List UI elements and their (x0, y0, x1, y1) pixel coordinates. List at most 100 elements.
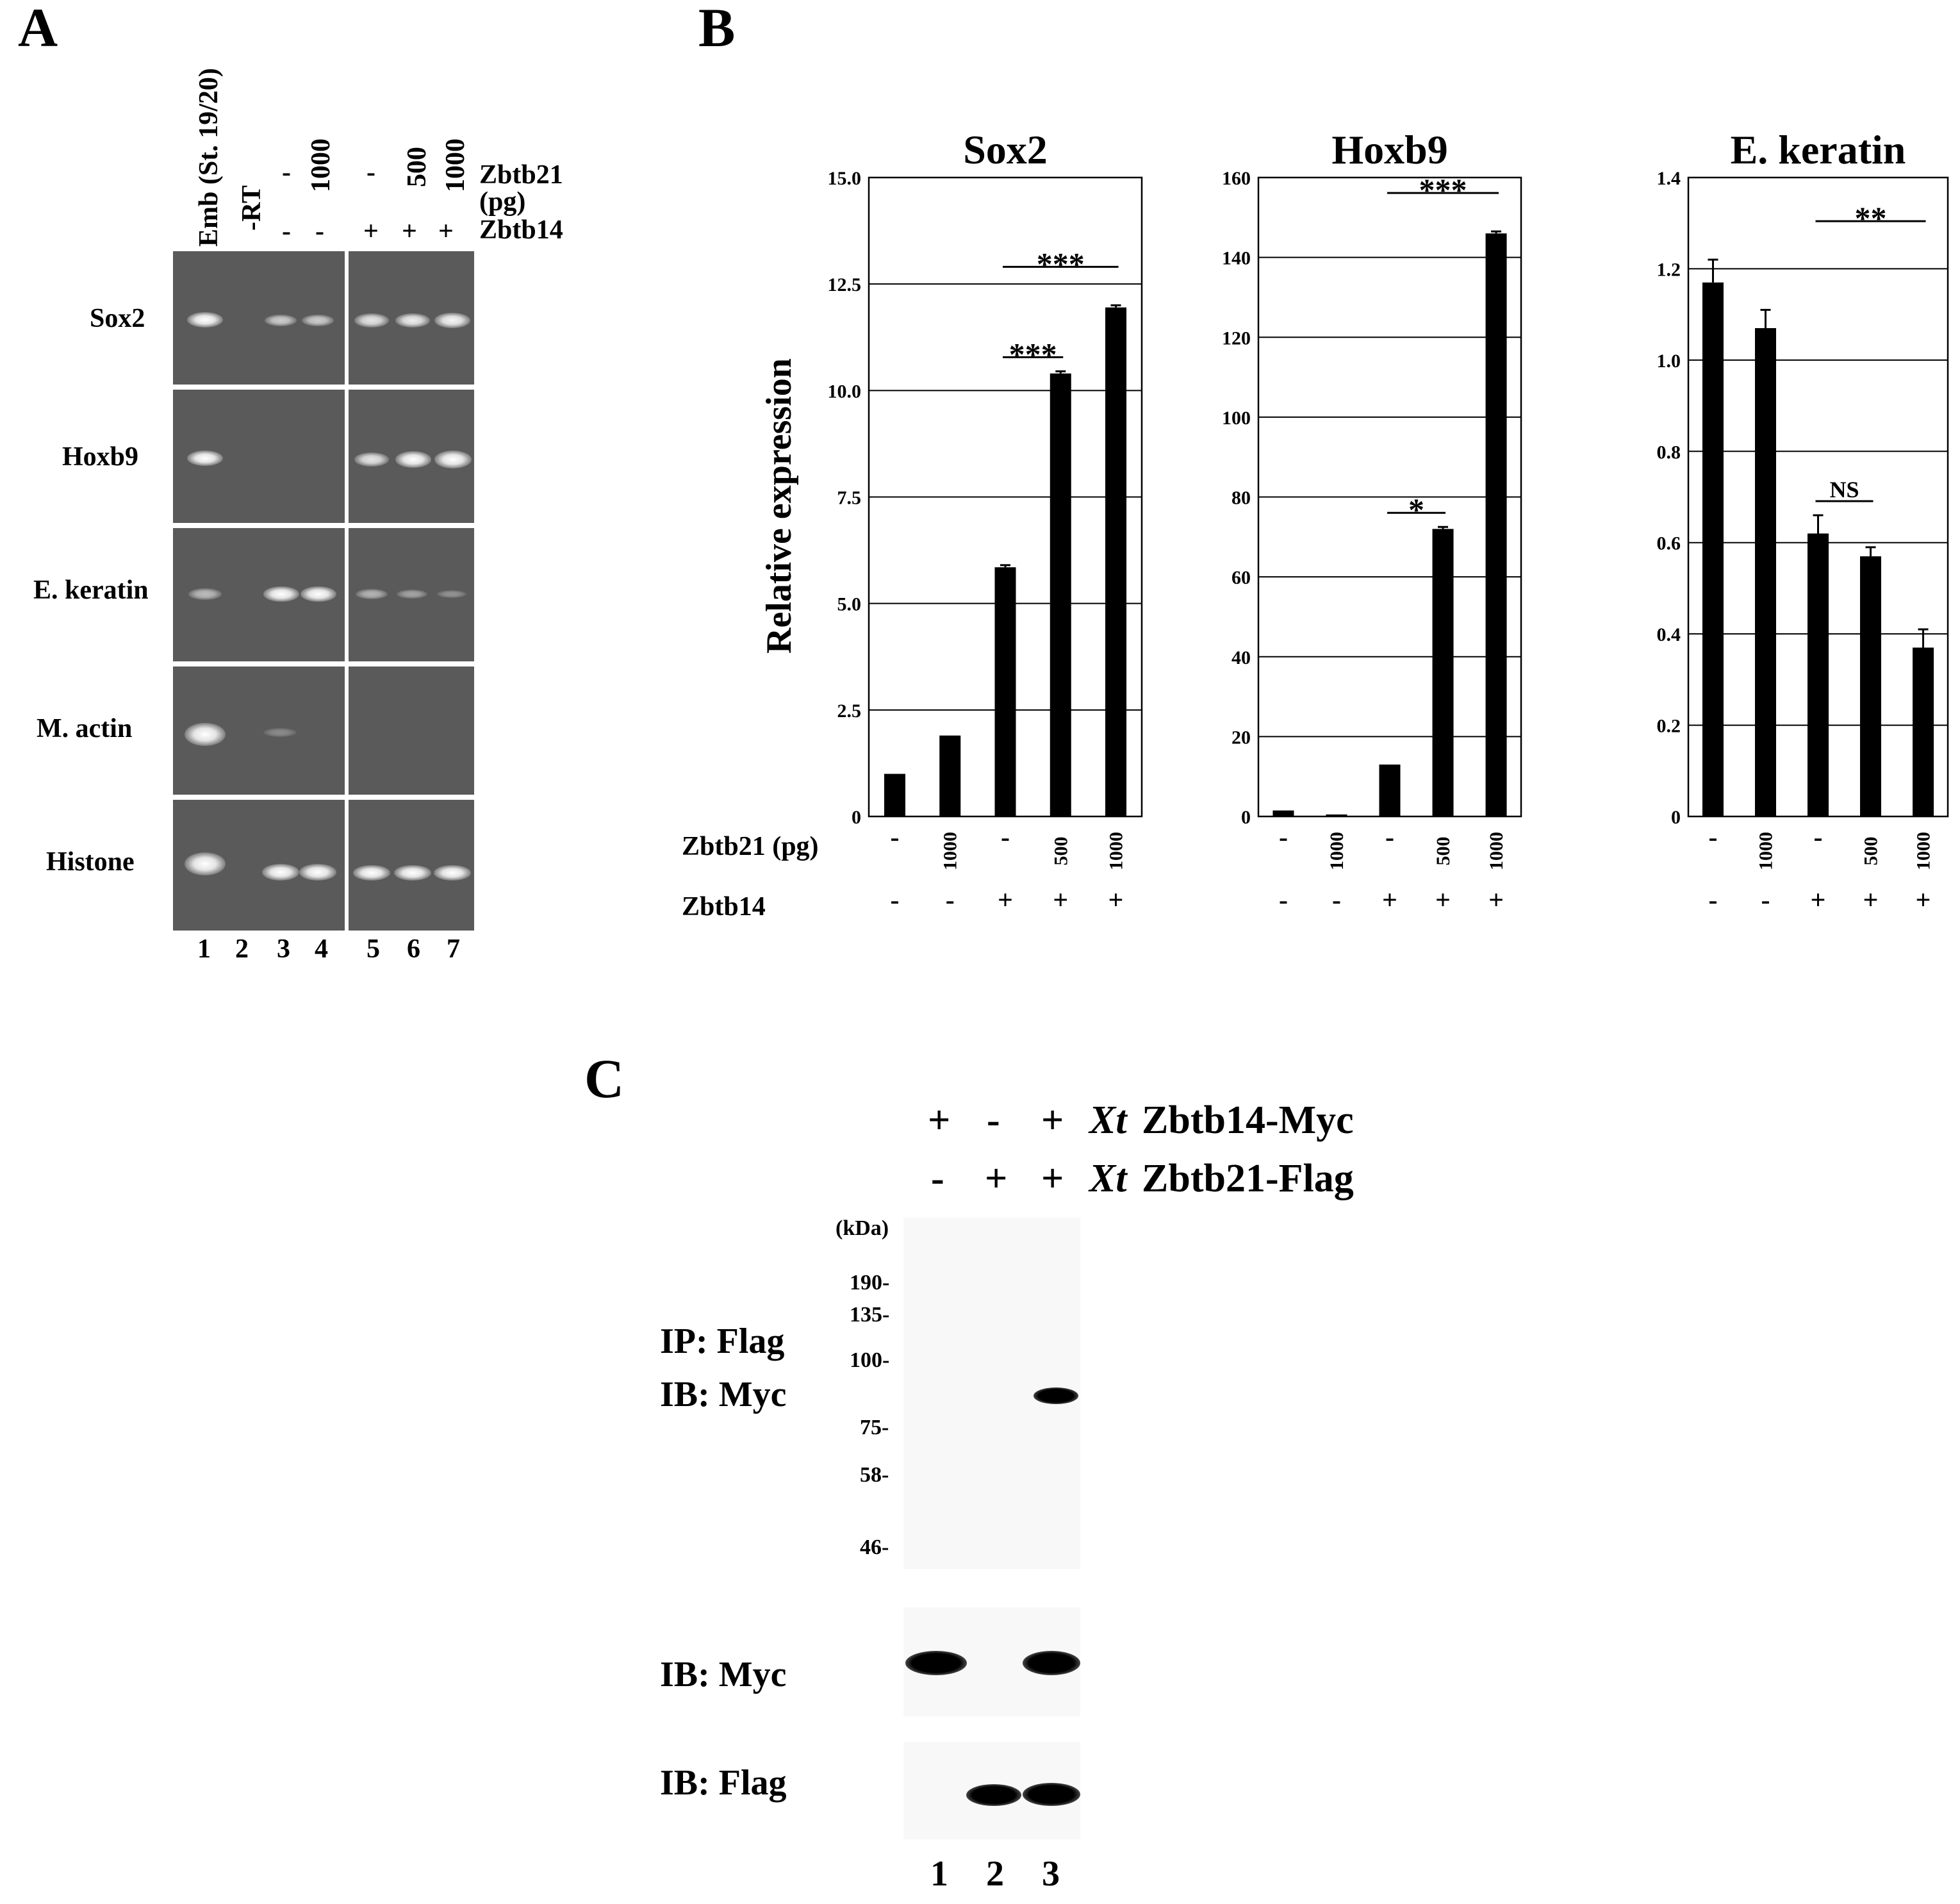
y-tick-label: 1.0 (1657, 351, 1681, 372)
y-tick-label: 0 (852, 807, 861, 828)
band (1023, 1783, 1080, 1806)
x-label-zbtb14: + (1488, 886, 1504, 915)
x-label-zbtb14: - (1332, 886, 1341, 915)
a-zbtb21-label: Zbtb21 (pg) (479, 160, 563, 217)
x-label-zbtb21: 500 (1433, 837, 1454, 866)
y-tick-label: 2.5 (837, 700, 862, 722)
c-row2-prefix: Xt (1089, 1157, 1127, 1200)
panel-c: + - + Xt Zbtb14-Myc - + + Xt Zbtb21-Flag… (641, 1089, 1474, 1904)
y-tick-label: 100 (1222, 408, 1251, 429)
a-zbtb21-val-3: - (282, 158, 291, 187)
x-label-zbtb21: - (890, 823, 899, 852)
a-zbtb14-val-4: - (315, 217, 324, 246)
gene-label-histone: Histone (46, 847, 135, 877)
band (395, 313, 430, 327)
lane-number: 1 (197, 934, 211, 964)
y-tick-label: 80 (1231, 488, 1251, 509)
band (301, 586, 336, 602)
a-zbtb14-val-6: + (402, 217, 417, 246)
a-zbtb21-val-7: 1000 (441, 138, 470, 192)
band (397, 590, 427, 599)
bar (1702, 282, 1724, 816)
a-zbtb21-val-6: 500 (402, 147, 432, 187)
x-label-zbtb14: - (1708, 886, 1717, 915)
y-tick-label: 160 (1222, 168, 1251, 189)
y-tick-label: 0.8 (1657, 442, 1681, 463)
band (302, 315, 334, 326)
band (185, 852, 226, 875)
band (187, 451, 223, 466)
x-label-zbtb21: 1000 (1913, 832, 1934, 870)
bar (884, 774, 905, 816)
bar (1379, 764, 1401, 816)
panel-label-b: B (698, 0, 736, 58)
panel-b: 0 2.5 5.0 7.5 10.0 12.5 15.0 Sox2 *** *** - -1000- -… (679, 96, 1954, 929)
gene-label-ekeratin: E. keratin (33, 575, 149, 605)
x-label-zbtb14: + (1108, 886, 1124, 915)
a-zbtb14-val-7: + (438, 217, 454, 246)
c-lane-number: 1 (930, 1854, 948, 1894)
band (434, 865, 471, 881)
chart-title: E. keratin (1731, 127, 1906, 172)
lane-number: 2 (235, 934, 249, 964)
ib-flag-label: IB: Flag (660, 1763, 787, 1803)
band (434, 451, 472, 468)
bar (1105, 307, 1127, 816)
a-zbtb14-label: Zbtb14 (479, 215, 563, 245)
c-row1-val-1: + (928, 1098, 951, 1142)
y-tick-label: 7.5 (837, 488, 862, 509)
gene-label-hoxb9: Hoxb9 (62, 442, 139, 472)
band (353, 865, 390, 881)
band (1023, 1651, 1080, 1675)
chart-ylabel: Relative expression (759, 358, 799, 654)
significance-label: *** (1009, 336, 1057, 372)
a-zbtb14-val-3: - (282, 217, 291, 246)
x-label-zbtb21: 500 (1861, 837, 1882, 866)
bar (1860, 556, 1882, 816)
bar (1913, 647, 1934, 816)
y-tick-label: 0.6 (1657, 533, 1681, 554)
x-label-zbtb21: - (1708, 823, 1717, 852)
x-label-zbtb14: + (1863, 886, 1879, 915)
y-tick-label: 1.4 (1657, 168, 1681, 189)
c-row1-val-3: + (1041, 1098, 1064, 1142)
bar (1272, 810, 1294, 816)
c-row1-label: Zbtb14-Myc (1142, 1098, 1354, 1142)
c-row2-label: Zbtb21-Flag (1142, 1157, 1354, 1200)
c-lane-number: 2 (986, 1854, 1004, 1894)
x-label-zbtb14: - (946, 886, 955, 915)
c-row2-val-2: + (985, 1157, 1008, 1200)
bar (1050, 373, 1071, 816)
band (395, 451, 431, 468)
lane-number: 3 (277, 934, 290, 964)
lane-number: 7 (447, 934, 460, 964)
y-tick-label: 0 (1671, 807, 1681, 828)
y-tick-label: 15.0 (828, 168, 862, 189)
band (263, 586, 299, 602)
y-tick-label: 0 (1241, 807, 1251, 828)
band (905, 1651, 967, 1675)
band (263, 728, 297, 737)
band (966, 1784, 1021, 1806)
x-label-zbtb14: + (1435, 886, 1451, 915)
significance-label: *** (1419, 172, 1467, 208)
c-row2-val-3: + (1041, 1157, 1064, 1200)
x-label-zbtb21: 1000 (1106, 832, 1127, 870)
a-zbtb21-val-4: 1000 (306, 138, 336, 192)
c-row1-prefix: Xt (1089, 1098, 1127, 1142)
band (437, 590, 466, 598)
y-tick-label: 12.5 (828, 274, 862, 295)
lane-header-rt: -RT (237, 185, 267, 231)
band (434, 313, 470, 328)
lane-header-emb: Emb (St. 19/20) (194, 68, 224, 247)
marker-190: 190- (850, 1271, 890, 1295)
c-row2-val-1: - (931, 1157, 944, 1200)
band (185, 723, 226, 746)
x-label-zbtb14: + (998, 886, 1013, 915)
ip-flag-label: IP: Flag (660, 1321, 785, 1361)
panel-a: Emb (St. 19/20) -RT - 1000 - 500 1000 Zb… (0, 0, 563, 974)
c-lane-number: 3 (1042, 1854, 1060, 1894)
y-tick-label: 0.2 (1657, 716, 1681, 737)
bar-charts: 02.55.07.510.012.515.0Sox2******--1000--… (828, 127, 1949, 915)
x-label-zbtb21: 1000 (1755, 832, 1776, 870)
